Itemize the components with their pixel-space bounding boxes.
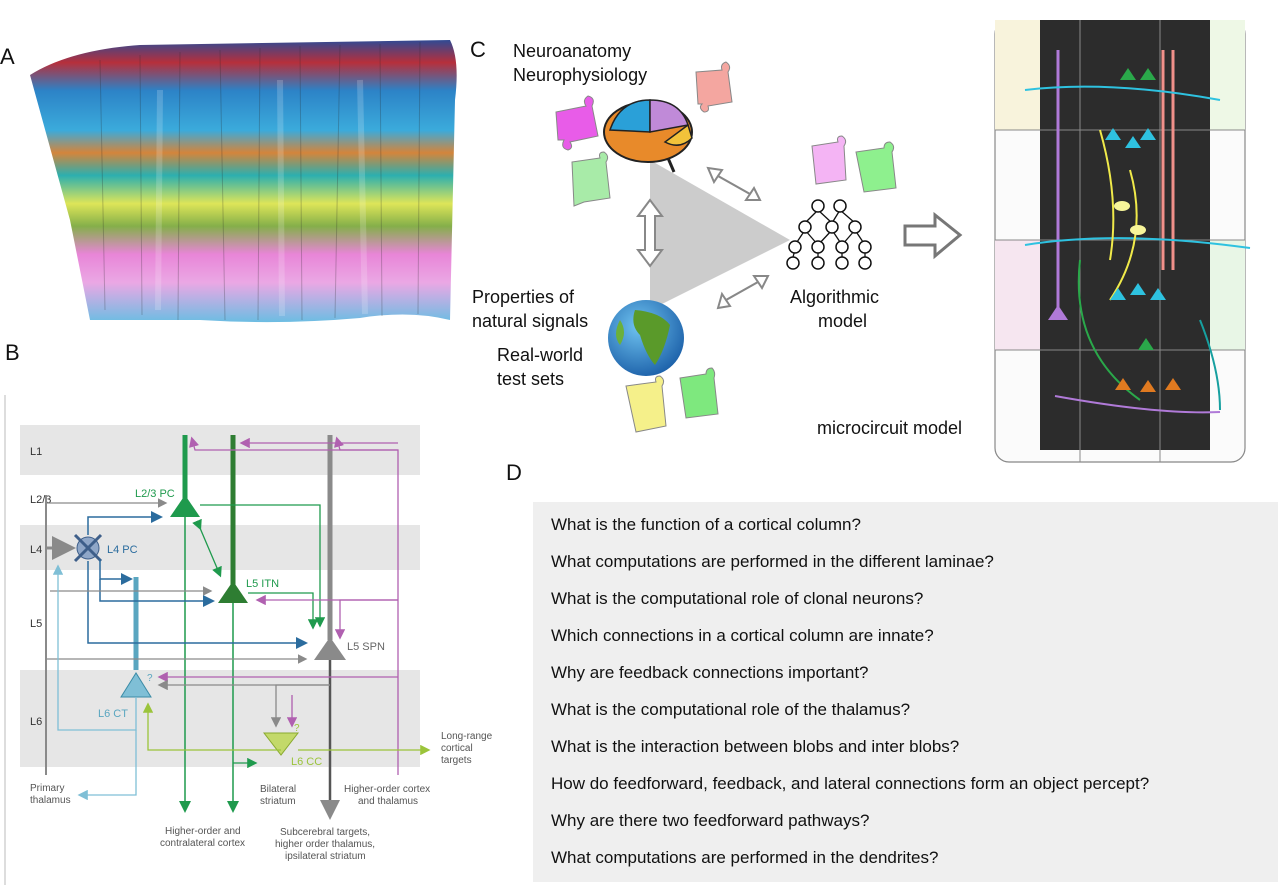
question-item: Why are there two feedforward pathways? <box>551 811 870 830</box>
l23-pc-soma <box>170 495 200 517</box>
label-natural-signals: natural signals <box>472 311 588 331</box>
question-item: Which connections in a cortical column a… <box>551 626 934 645</box>
microcircuit-neurons <box>1024 50 1251 414</box>
layer-label-l6: L6 <box>30 716 42 728</box>
network-model-icon <box>786 199 872 270</box>
target-higher-order-contralateral-1: Higher-order and <box>165 826 241 837</box>
microcircuit-puzzle-frame <box>994 20 1246 463</box>
layer-band-l6 <box>20 670 420 767</box>
double-arrow-lower-right-icon <box>716 275 770 310</box>
question-item: What computations are performed in the d… <box>551 552 994 571</box>
question-item: What is the computational role of clonal… <box>551 589 924 608</box>
cortical-column-reconstruction-image <box>30 40 457 323</box>
label-real-world: Real-world <box>497 345 583 365</box>
panel-label-c: C <box>470 37 486 62</box>
puzzle-piece-light-green-icon <box>571 151 611 207</box>
question-item: What is the computational role of the th… <box>551 700 911 719</box>
layer-label-l4: L4 <box>30 544 42 556</box>
target-primary-thalamus-2: thalamus <box>30 795 71 806</box>
question-item: What is the function of a cortical colum… <box>551 515 861 534</box>
target-higher-order-contralateral-2: contralateral cortex <box>160 838 245 849</box>
target-bilateral-striatum-1: Bilateral <box>260 784 296 795</box>
question-item: What is the interaction between blobs an… <box>551 737 960 756</box>
brain-icon <box>603 99 693 173</box>
question-mark-l6-ct: ? <box>147 673 153 684</box>
double-arrow-vertical-icon <box>636 198 664 268</box>
question-mark-l6-cc: ? <box>294 723 300 734</box>
label-neuroanatomy: Neuroanatomy <box>513 41 631 61</box>
right-arrow-icon <box>903 211 963 260</box>
puzzle-piece-salmon-icon <box>695 61 733 113</box>
open-questions-box: What is the function of a cortical colum… <box>533 502 1278 882</box>
label-test-sets: test sets <box>497 369 564 389</box>
puzzle-piece-yellow-icon <box>625 375 667 433</box>
target-long-range-1: Long-range <box>441 731 493 742</box>
question-item: What computations are performed in the d… <box>551 848 939 867</box>
l5-spn-soma <box>314 637 346 660</box>
question-item: How do feedforward, feedback, and latera… <box>551 774 1150 793</box>
l6-cc-soma <box>262 732 300 756</box>
globe-icon <box>608 300 684 376</box>
puzzle-piece-pink-icon <box>811 135 847 185</box>
target-primary-thalamus-1: Primary <box>30 783 64 794</box>
l4-pc-soma <box>73 533 103 563</box>
target-higher-order-cortex-thalamus-1: Higher-order cortex <box>344 784 430 795</box>
cell-label-l5-spn: L5 SPN <box>347 641 385 653</box>
label-model: model <box>818 311 867 331</box>
target-subcerebral-3: ipsilateral striatum <box>285 851 366 862</box>
target-long-range-3: targets <box>441 755 472 766</box>
l5-itn-soma <box>218 581 248 603</box>
layer-label-l23: L2/3 <box>30 494 51 506</box>
triangle <box>650 160 790 310</box>
target-long-range-2: cortical <box>441 743 473 754</box>
question-item: Why are feedback connections important? <box>551 663 869 682</box>
puzzle-piece-green-icon <box>855 141 897 193</box>
puzzle-piece-green2-icon <box>679 367 719 419</box>
layer-label-l5: L5 <box>30 618 42 630</box>
cell-label-l4-pc: L4 PC <box>107 544 138 556</box>
label-neurophysiology: Neurophysiology <box>513 65 647 85</box>
cortical-wiring-diagram: L1 L2/3 L4 L5 L6 L2/3 PC <box>4 395 493 885</box>
panel-label-a: A <box>0 44 15 69</box>
label-microcircuit-model: microcircuit model <box>817 418 962 438</box>
panel-label-d: D <box>506 460 522 485</box>
cell-label-l5-itn: L5 ITN <box>246 578 279 590</box>
double-arrow-upper-right-icon <box>706 166 762 201</box>
cell-label-l23-pc: L2/3 PC <box>135 488 175 500</box>
cell-label-l6-cc: L6 CC <box>291 756 322 768</box>
panel-label-b: B <box>5 340 20 365</box>
puzzle-piece-magenta-icon <box>555 95 599 151</box>
cell-label-l6-ct: L6 CT <box>98 708 128 720</box>
target-subcerebral-2: higher order thalamus, <box>275 839 375 850</box>
target-subcerebral-1: Subcerebral targets, <box>280 827 370 838</box>
target-bilateral-striatum-2: striatum <box>260 796 296 807</box>
label-algorithmic: Algorithmic <box>790 287 879 307</box>
modeling-triangle-diagram: Neuroanatomy Neurophysiology Properties … <box>472 20 1251 463</box>
label-properties-of: Properties of <box>472 287 575 307</box>
layer-label-l1: L1 <box>30 446 42 458</box>
target-higher-order-cortex-thalamus-2: and thalamus <box>358 796 418 807</box>
